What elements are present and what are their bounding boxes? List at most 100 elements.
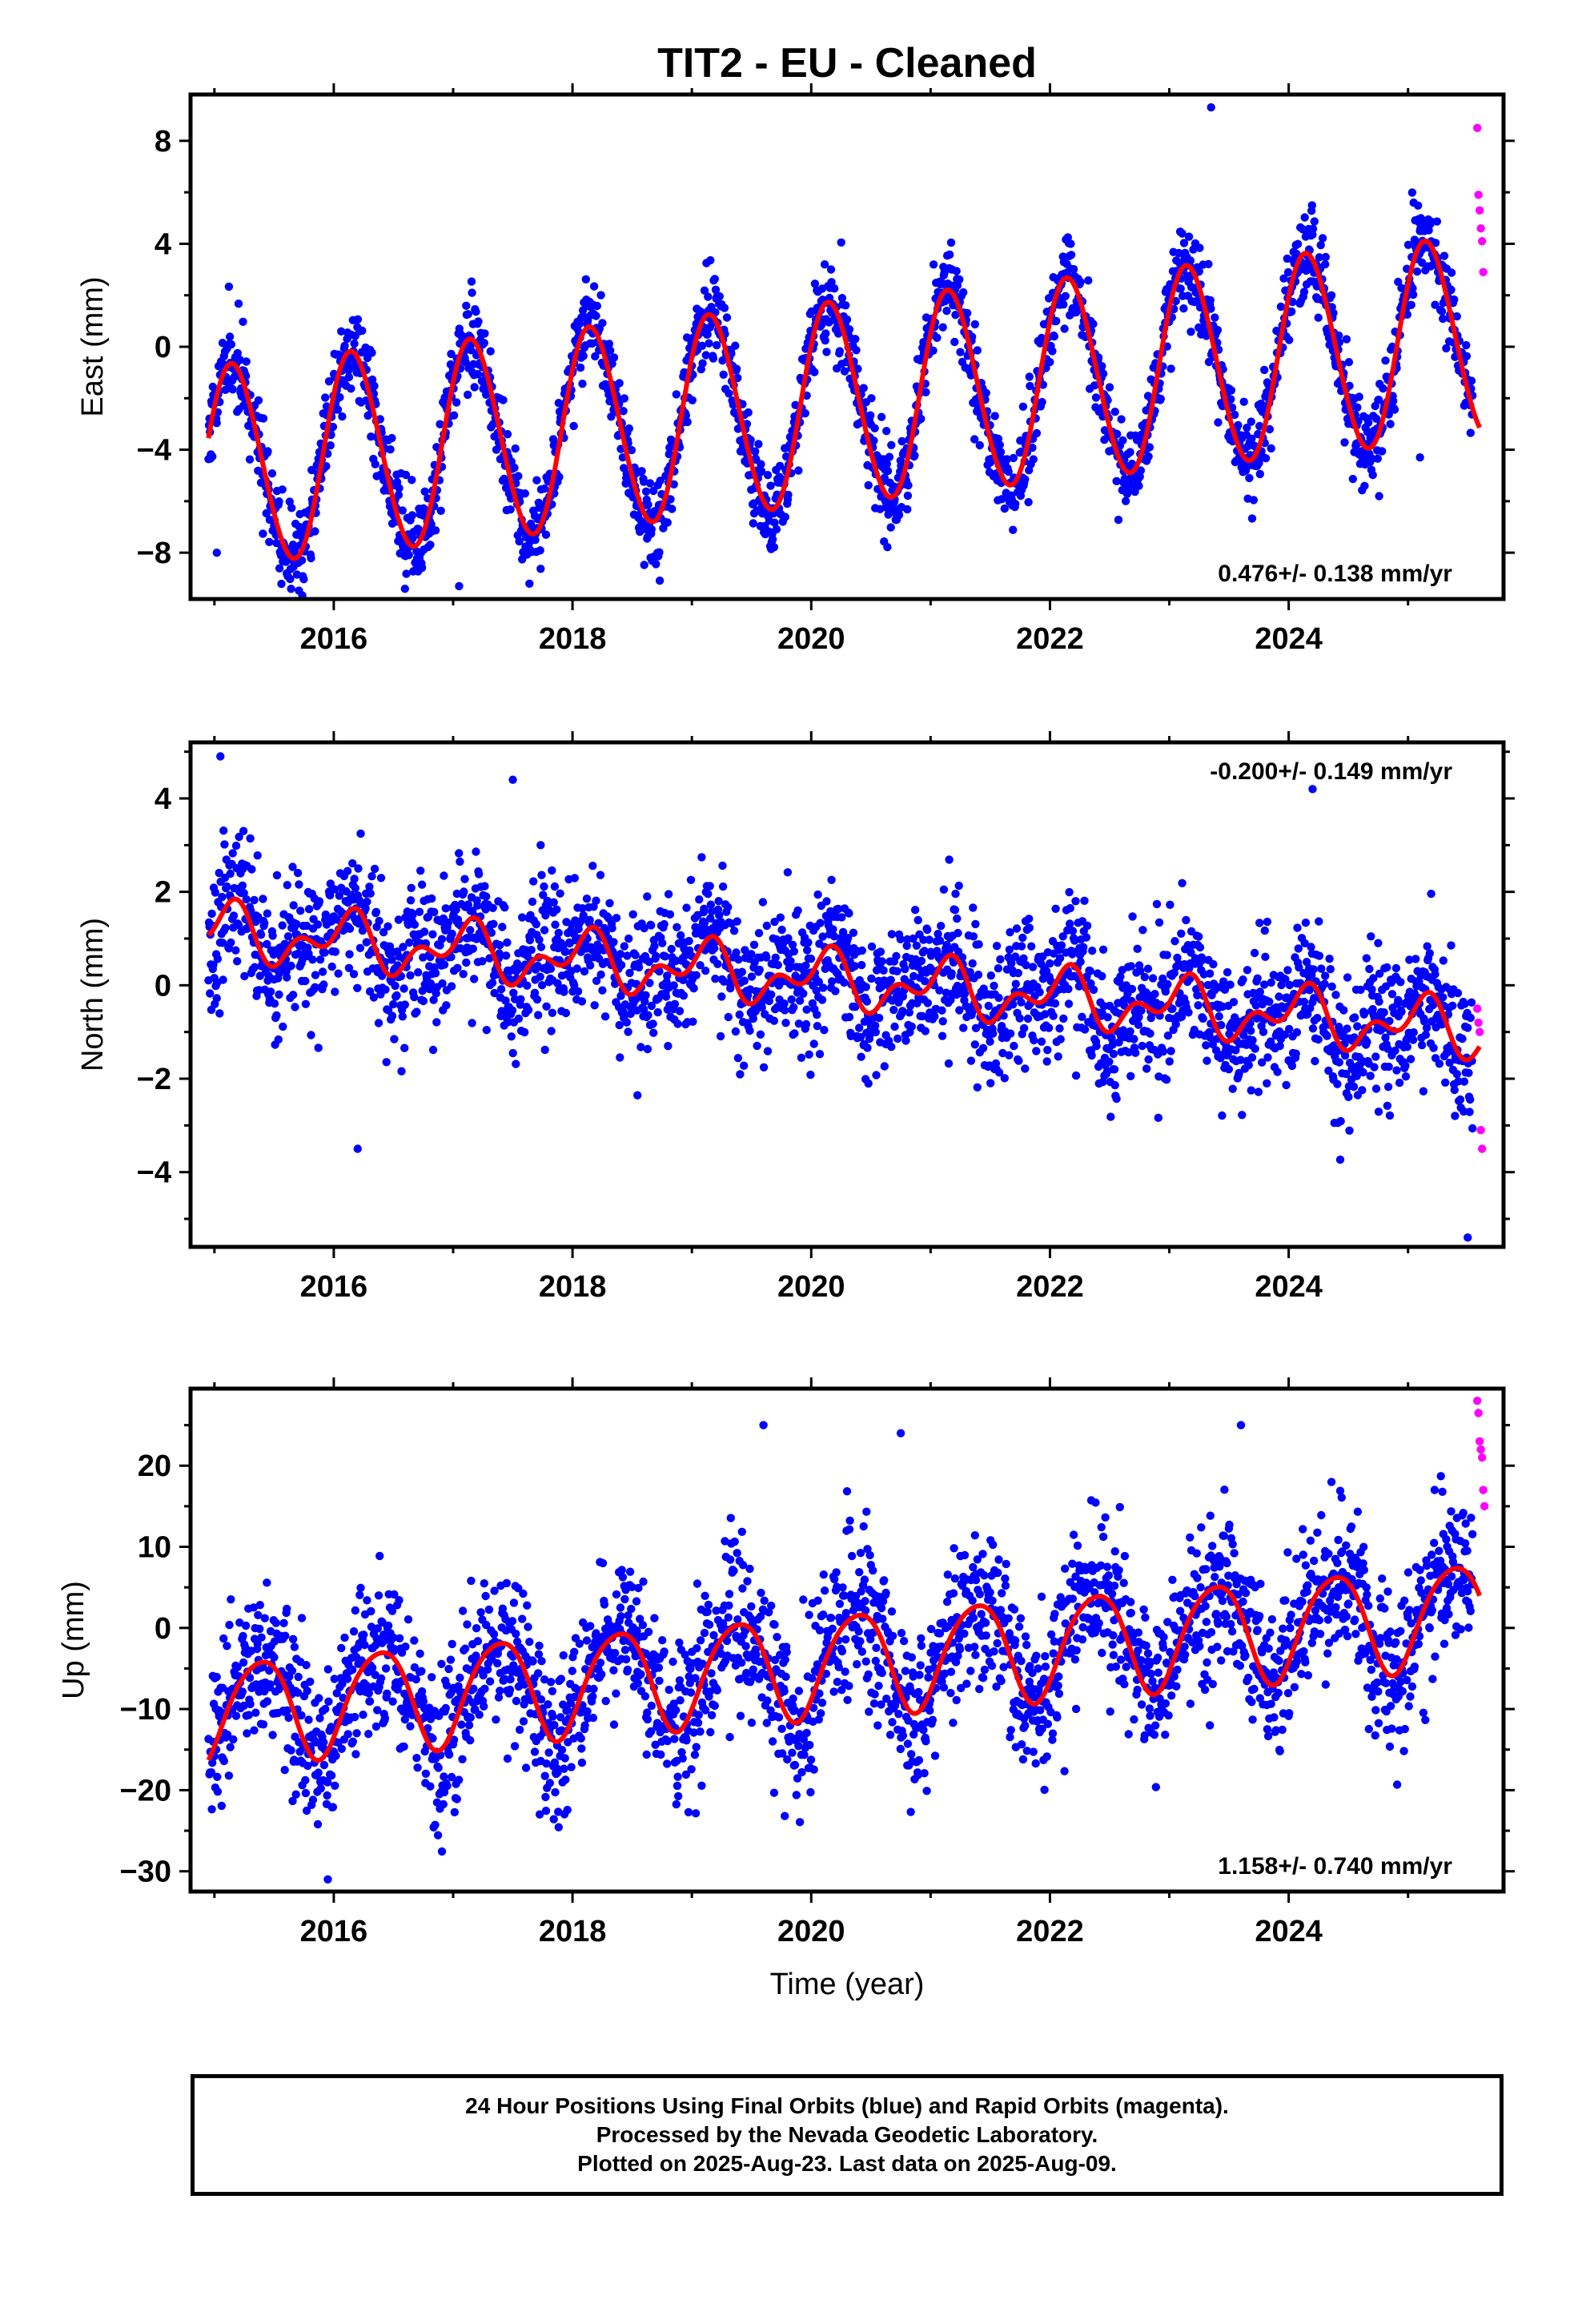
final-orbit-point	[1299, 997, 1309, 1007]
final-orbit-point	[660, 919, 669, 929]
final-orbit-point	[234, 921, 243, 930]
final-orbit-point	[508, 1006, 517, 1015]
final-orbit-point	[525, 579, 534, 588]
final-orbit-point	[989, 1029, 998, 1038]
final-orbit-point	[581, 275, 590, 283]
final-orbit-point	[1050, 332, 1059, 341]
final-orbit-point	[1162, 1076, 1171, 1084]
final-orbit-point	[1082, 921, 1092, 931]
final-orbit-point	[857, 946, 867, 955]
final-orbit-point	[799, 989, 808, 999]
final-orbit-point	[436, 420, 444, 428]
final-orbit-point	[840, 978, 849, 987]
final-orbit-point	[391, 981, 400, 991]
final-orbit-point	[426, 541, 435, 549]
final-orbit-point	[1076, 278, 1085, 287]
final-orbit-point	[1406, 1055, 1415, 1063]
final-orbit-point	[797, 1053, 806, 1063]
final-orbit-point	[1329, 308, 1338, 318]
final-orbit-point	[350, 875, 359, 883]
final-orbit-point	[1419, 1087, 1428, 1096]
final-orbit-point	[766, 481, 775, 490]
final-orbit-point	[311, 983, 319, 992]
data-points	[204, 103, 1488, 599]
final-orbit-point	[506, 505, 515, 514]
final-orbit-point	[917, 414, 926, 424]
final-orbit-point	[905, 1008, 914, 1017]
final-orbit-point	[426, 952, 435, 962]
final-orbit-point	[890, 1022, 899, 1031]
final-orbit-point	[1466, 428, 1476, 437]
final-orbit-point	[954, 928, 962, 938]
final-orbit-point	[974, 940, 983, 949]
final-orbit-point	[480, 339, 488, 348]
final-orbit-point	[469, 975, 479, 983]
final-orbit-point	[912, 941, 921, 951]
final-orbit-point	[616, 1053, 624, 1062]
final-orbit-point	[417, 563, 427, 573]
final-orbit-point	[334, 969, 343, 978]
final-orbit-point	[1374, 939, 1383, 947]
final-orbit-point	[1215, 1012, 1223, 1021]
final-orbit-point	[394, 490, 404, 500]
final-orbit-point	[930, 1012, 939, 1021]
final-orbit-point	[655, 548, 664, 557]
x-tick-label: 2024	[1255, 622, 1323, 656]
final-orbit-point	[415, 907, 424, 916]
final-orbit-point	[1218, 1111, 1227, 1120]
final-orbit-point	[1318, 234, 1327, 243]
final-orbit-point	[874, 1013, 884, 1023]
final-orbit-point	[395, 484, 404, 493]
final-orbit-point	[841, 301, 850, 310]
final-orbit-point	[1421, 1031, 1431, 1039]
final-orbit-point	[851, 335, 860, 344]
final-orbit-point	[1375, 997, 1383, 1006]
final-orbit-point	[658, 939, 667, 947]
final-orbit-point	[474, 870, 484, 879]
final-orbit-point	[1000, 504, 1010, 513]
final-orbit-point	[1340, 438, 1349, 447]
final-orbit-point	[1293, 239, 1303, 248]
final-orbit-point	[1432, 217, 1442, 226]
final-orbit-point	[990, 981, 998, 991]
final-orbit-point	[1046, 959, 1054, 968]
final-orbit-point	[468, 288, 476, 297]
final-orbit-point	[921, 388, 930, 396]
final-orbit-point	[639, 477, 648, 486]
final-orbit-point	[1321, 971, 1330, 980]
final-orbit-point	[879, 966, 888, 975]
final-orbit-point	[710, 275, 719, 283]
final-orbit-point	[551, 920, 560, 929]
final-orbit-point	[837, 294, 847, 303]
final-orbit-point	[960, 989, 970, 999]
final-orbit-point	[918, 1011, 927, 1021]
final-orbit-point	[715, 911, 724, 920]
final-orbit-point	[1168, 1004, 1177, 1014]
final-orbit-point	[406, 971, 415, 980]
final-orbit-point	[1108, 1040, 1117, 1049]
final-orbit-point	[376, 874, 386, 883]
final-orbit-point	[228, 849, 237, 858]
final-orbit-point	[487, 928, 496, 937]
final-orbit-point	[1176, 284, 1185, 293]
final-orbit-point	[1462, 340, 1471, 350]
final-orbit-point	[669, 480, 678, 489]
final-orbit-point	[664, 1042, 673, 1051]
final-orbit-point	[1368, 470, 1377, 480]
final-orbit-point	[1057, 941, 1066, 950]
final-orbit-point	[724, 1012, 733, 1022]
final-orbit-point	[464, 310, 472, 319]
final-orbit-point	[518, 913, 527, 922]
final-orbit-point	[374, 1019, 383, 1027]
final-orbit-point	[321, 393, 330, 402]
final-orbit-point	[1287, 1061, 1297, 1071]
final-orbit-point	[472, 308, 480, 316]
final-orbit-point	[1098, 1077, 1107, 1087]
final-orbit-point	[788, 940, 797, 950]
final-orbit-point	[809, 1039, 818, 1048]
final-orbit-point	[777, 925, 786, 935]
final-orbit-point	[1260, 980, 1269, 989]
final-orbit-point	[1407, 300, 1415, 309]
final-orbit-point	[287, 961, 295, 971]
